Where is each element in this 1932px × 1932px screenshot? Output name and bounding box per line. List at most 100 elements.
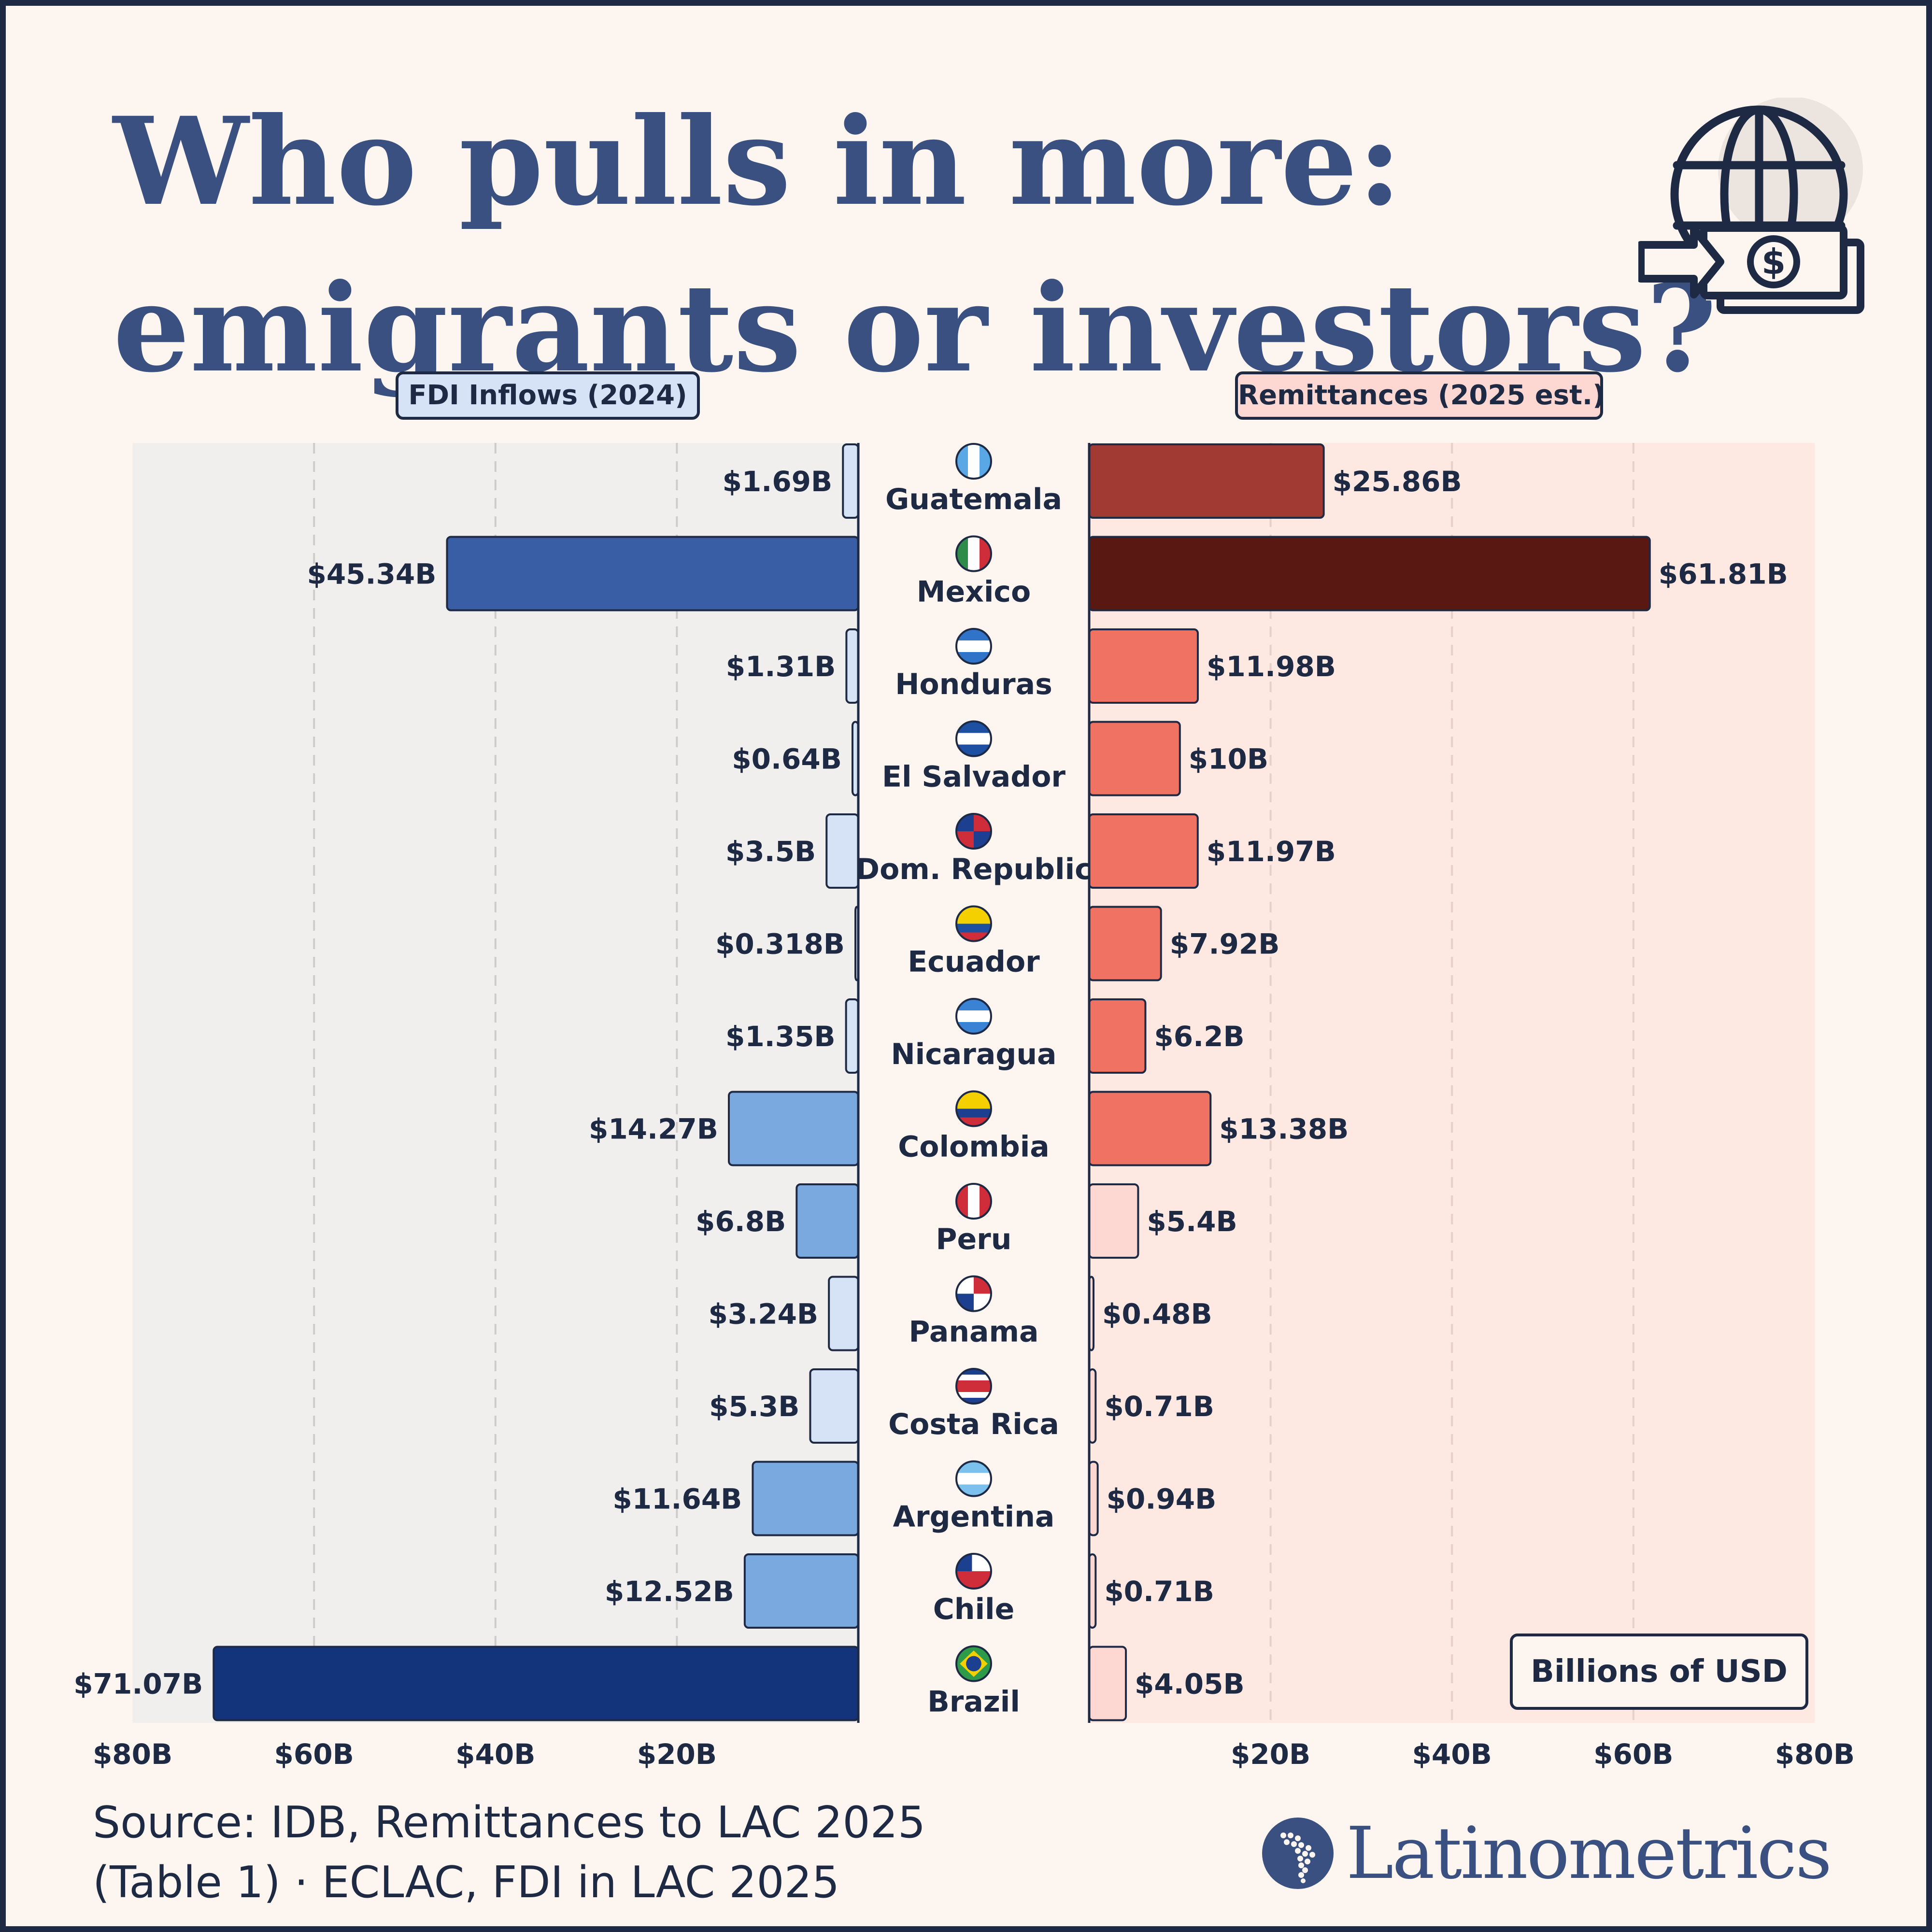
fdi-axis-tick-label: $80B (93, 1738, 172, 1771)
country-label: Nicaragua (891, 1037, 1056, 1071)
flag-outline (955, 628, 992, 665)
fdi-value-label: $3.5B (725, 835, 816, 868)
remittances-bar (1088, 813, 1199, 889)
globe-money-transfer-icon: $ (1638, 98, 1864, 314)
remittances-value-label: $7.92B (1170, 928, 1280, 961)
flag-outline (955, 1090, 992, 1127)
flag-outline (955, 1645, 992, 1682)
fdi-value-label: $1.35B (725, 1020, 836, 1053)
remittances-value-label: $6.2B (1154, 1020, 1244, 1053)
remittances-value-label: $25.86B (1333, 465, 1462, 498)
country-label: Argentina (893, 1500, 1055, 1534)
remittances-bar (1088, 906, 1162, 981)
units-label: Billions of USD (1510, 1634, 1808, 1710)
remittances-value-label: $4.05B (1135, 1668, 1245, 1701)
fdi-value-label: $0.64B (732, 743, 842, 776)
remittances-axis-tick-label: $80B (1775, 1738, 1855, 1771)
fdi-bar (796, 1183, 860, 1259)
remittances-axis-tick-label: $40B (1412, 1738, 1492, 1771)
diverging-bar-chart: $1.69B $25.86B Guatemala $45.34B $61.81B Mexi… (73, 443, 1855, 1771)
remittances-value-label: $11.98B (1207, 650, 1336, 683)
title-line-1: Who pulls in more: (113, 90, 1402, 232)
country-label: Honduras (895, 668, 1052, 701)
flag-outline (955, 535, 992, 572)
fdi-axis-tick-label: $20B (637, 1738, 717, 1771)
fdi-value-label: $3.24B (708, 1298, 818, 1331)
remittances-value-label: $0.48B (1102, 1298, 1212, 1331)
flag-outline (955, 1553, 992, 1590)
country-label: Peru (936, 1222, 1012, 1256)
fdi-axis-tick-label: $40B (455, 1738, 535, 1771)
remittances-axis-tick-label: $60B (1593, 1738, 1673, 1771)
fdi-bar (213, 1646, 859, 1721)
remittances-bar (1088, 721, 1181, 796)
fdi-value-label: $1.69B (723, 465, 833, 498)
country-label: El Salvador (882, 760, 1065, 794)
fdi-value-label: $1.31B (726, 650, 836, 683)
legend-fdi: FDI Inflows (2024) (396, 371, 700, 420)
svg-text:$: $ (1762, 242, 1786, 282)
page-title: Who pulls in more: emigrants or investor… (113, 78, 1717, 412)
remittances-value-label: $13.38B (1219, 1113, 1349, 1146)
country-label: Mexico (917, 575, 1031, 609)
fdi-value-label: $71.07B (73, 1668, 203, 1701)
flag-outline (955, 1183, 992, 1220)
country-label: Brazil (927, 1685, 1020, 1719)
latin-america-map-icon (1262, 1818, 1334, 1889)
fdi-value-label: $6.8B (696, 1205, 786, 1238)
fdi-bar (446, 536, 859, 611)
fdi-bar (743, 1553, 859, 1629)
flag-outline (955, 998, 992, 1035)
remittances-bar (1088, 998, 1147, 1074)
remittances-bar (1088, 443, 1325, 519)
fdi-bar (828, 1276, 860, 1351)
source-line-1: Source: IDB, Remittances to LAC 2025 (93, 1797, 926, 1848)
fdi-bar (845, 998, 859, 1074)
country-label: Chile (933, 1592, 1015, 1626)
remittances-bar (1088, 628, 1199, 704)
fdi-axis-tick-label: $60B (274, 1738, 354, 1771)
fdi-value-label: $0.318B (715, 928, 845, 961)
legend-remittances: Remittances (2025 est.) (1235, 371, 1605, 420)
source-line-2: (Table 1) · ECLAC, FDI in LAC 2025 (93, 1857, 840, 1908)
fdi-value-label: $45.34B (307, 558, 436, 591)
fdi-bar (728, 1091, 859, 1166)
fdi-bar (845, 628, 859, 704)
remittances-value-label: $10B (1189, 743, 1268, 776)
remittances-axis-tick-label: $20B (1231, 1738, 1310, 1771)
flag-outline (955, 720, 992, 757)
remittances-bar (1088, 1091, 1212, 1166)
flag-outline (955, 1368, 992, 1405)
source-note: Source: IDB, Remittances to LAC 2025 (Ta… (93, 1793, 1204, 1913)
fdi-value-label: $14.27B (589, 1113, 718, 1146)
fdi-bar (809, 1368, 859, 1444)
country-label: Ecuador (908, 945, 1040, 979)
country-label: Panama (909, 1315, 1038, 1349)
fdi-bar (842, 443, 860, 519)
country-label: Dom. Republic (855, 852, 1092, 886)
country-label: Colombia (898, 1130, 1050, 1164)
flag-icon-brazil (956, 1646, 991, 1681)
remittances-value-label: $11.97B (1207, 835, 1336, 868)
remittances-value-label: $61.81B (1659, 558, 1788, 591)
flag-outline (955, 905, 992, 942)
country-label: Guatemala (885, 483, 1062, 516)
fdi-value-label: $5.3B (709, 1390, 799, 1423)
fdi-value-label: $12.52B (605, 1575, 734, 1608)
remittances-bar (1088, 536, 1651, 611)
remittances-value-label: $0.94B (1107, 1483, 1217, 1516)
remittances-bar (1088, 1646, 1127, 1721)
fdi-bar (825, 813, 860, 889)
fdi-bar (752, 1461, 859, 1536)
country-label: Costa Rica (888, 1407, 1059, 1441)
flag-outline (955, 813, 992, 850)
remittances-value-label: $0.71B (1104, 1575, 1214, 1608)
infographic: Who pulls in more: emigrants or investor… (6, 6, 1926, 1926)
remittances-value-label: $5.4B (1147, 1205, 1237, 1238)
brand-logo: Latinometrics (1262, 1812, 1861, 1894)
flag-outline (955, 1460, 992, 1497)
flag-outline (955, 443, 992, 480)
remittances-bar (1088, 1183, 1139, 1259)
fdi-value-label: $11.64B (612, 1483, 742, 1516)
remittances-bar (1088, 1461, 1099, 1536)
